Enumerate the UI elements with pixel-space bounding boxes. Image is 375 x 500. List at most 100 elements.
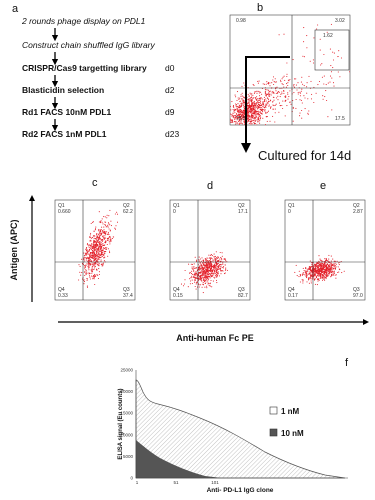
cell-dot bbox=[95, 236, 98, 238]
step: Construct chain shuffled IgG library bbox=[22, 40, 156, 50]
cell-dot bbox=[108, 241, 110, 243]
cell-dot bbox=[334, 262, 336, 264]
cell-dot bbox=[302, 83, 304, 85]
cell-dot bbox=[318, 271, 320, 273]
cell-dot bbox=[215, 272, 217, 274]
cell-dot bbox=[106, 247, 108, 249]
cell-dot bbox=[213, 270, 215, 272]
cell-dot bbox=[328, 267, 330, 269]
cell-dot bbox=[310, 268, 312, 271]
cell-dot bbox=[229, 133, 230, 134]
cell-dot bbox=[252, 97, 254, 100]
cell-dot bbox=[85, 250, 87, 252]
quadrant-value: 2.87 bbox=[353, 209, 363, 215]
cell-dot bbox=[209, 263, 211, 265]
cell-dot bbox=[340, 57, 343, 59]
cell-dot bbox=[337, 71, 339, 73]
cell-dot bbox=[323, 275, 325, 277]
cell-dot bbox=[238, 114, 240, 116]
cell-dot bbox=[86, 257, 88, 259]
cell-dot bbox=[198, 286, 200, 288]
cell-dot bbox=[89, 234, 91, 236]
cell-dot bbox=[99, 238, 101, 240]
cell-dot bbox=[330, 260, 332, 262]
cell-dot bbox=[307, 98, 309, 100]
cell-dot bbox=[98, 248, 100, 250]
cell-dot bbox=[232, 121, 234, 123]
cell-dot bbox=[102, 254, 104, 256]
cell-dot bbox=[201, 286, 203, 288]
cell-dot bbox=[300, 90, 302, 92]
cell-dot bbox=[237, 127, 238, 128]
cell-dot bbox=[310, 269, 313, 271]
cell-dot bbox=[331, 267, 333, 269]
cell-dot bbox=[94, 241, 96, 244]
cell-dot bbox=[326, 99, 328, 102]
cell-dot bbox=[248, 124, 250, 125]
cell-dot bbox=[314, 270, 316, 272]
cell-dot bbox=[265, 112, 267, 115]
cell-dot bbox=[189, 272, 191, 274]
cell-dot bbox=[104, 224, 107, 226]
cell-dot bbox=[90, 256, 92, 258]
cell-dot bbox=[90, 251, 92, 254]
cell-dot bbox=[313, 37, 315, 39]
cell-dot bbox=[91, 270, 93, 273]
cell-dot bbox=[328, 270, 330, 272]
cell-dot bbox=[306, 35, 308, 37]
cell-dot bbox=[258, 115, 260, 117]
cell-dot bbox=[238, 98, 240, 100]
cell-dot bbox=[83, 258, 85, 260]
cell-dot bbox=[242, 109, 244, 112]
cell-dot bbox=[93, 237, 95, 239]
cell-dot bbox=[302, 280, 304, 282]
cell-dot bbox=[210, 269, 212, 272]
cell-dot bbox=[260, 100, 262, 102]
cell-dot bbox=[332, 273, 334, 275]
cell-dot bbox=[282, 76, 284, 78]
cell-dot bbox=[95, 262, 97, 264]
cell-dot bbox=[108, 215, 110, 217]
cell-dot bbox=[96, 233, 98, 235]
cell-dot bbox=[81, 258, 83, 260]
cell-dot bbox=[247, 113, 249, 115]
cell-dot bbox=[206, 276, 208, 278]
cell-dot bbox=[210, 263, 212, 265]
cell-dot bbox=[248, 120, 250, 122]
cell-dot bbox=[227, 139, 228, 140]
cell-dot bbox=[265, 83, 267, 85]
cell-dot bbox=[205, 103, 206, 104]
cell-dot bbox=[207, 269, 209, 271]
cell-dot bbox=[225, 259, 227, 262]
cell-dot bbox=[91, 272, 93, 274]
cell-dot bbox=[107, 238, 109, 240]
cell-dot bbox=[88, 244, 90, 246]
cell-dot bbox=[253, 92, 255, 95]
cell-dot bbox=[210, 279, 212, 282]
cell-dot bbox=[255, 104, 258, 106]
cell-dot bbox=[93, 239, 95, 241]
cell-dot bbox=[326, 275, 328, 277]
cell-dot bbox=[317, 268, 319, 270]
cell-dot bbox=[233, 117, 235, 119]
cell-dot bbox=[258, 99, 260, 101]
cell-dot bbox=[98, 252, 100, 254]
cell-dot bbox=[267, 102, 269, 104]
cell-dot bbox=[315, 92, 317, 94]
cell-dot bbox=[86, 272, 88, 274]
cell-dot bbox=[202, 292, 204, 294]
cell-dot bbox=[273, 105, 275, 107]
cell-dot bbox=[236, 118, 238, 120]
cell-dot bbox=[253, 97, 255, 99]
cell-dot bbox=[102, 236, 104, 238]
cell-dot bbox=[91, 237, 94, 239]
cell-dot bbox=[237, 117, 239, 119]
legend-label: 1 nM bbox=[281, 407, 300, 416]
cell-dot bbox=[94, 273, 96, 275]
cell-dot bbox=[288, 80, 290, 82]
cell-dot bbox=[206, 275, 208, 277]
cell-dot bbox=[257, 119, 260, 121]
cell-dot bbox=[264, 100, 266, 102]
cell-dot bbox=[205, 259, 207, 261]
cell-dot bbox=[350, 66, 351, 67]
